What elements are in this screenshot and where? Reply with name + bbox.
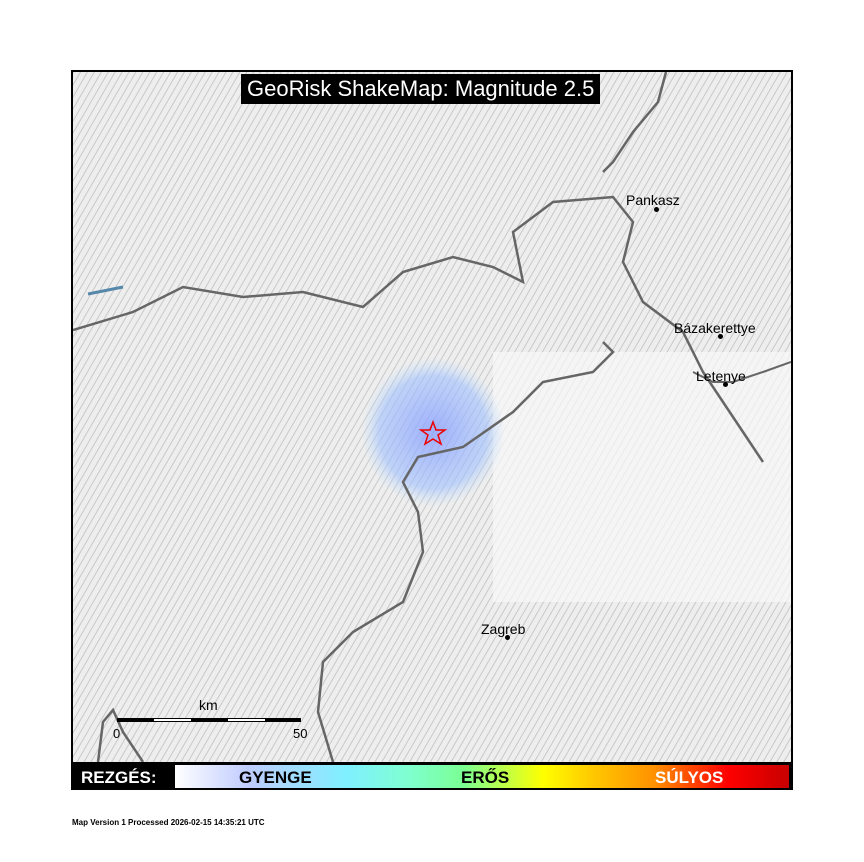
- shakemap: GeoRisk ShakeMap: Magnitude 2.5 Pankasz …: [71, 70, 793, 790]
- river-line: [316, 341, 615, 762]
- city-marker: [505, 635, 510, 640]
- footer-version: Map Version 1 Processed 2026-02-15 14:35…: [72, 818, 265, 827]
- legend-level-severe: SÚLYOS: [655, 768, 724, 787]
- city-label: Letenye: [696, 368, 746, 384]
- legend-color-bar: GYENGE ERŐS SÚLYOS: [175, 765, 789, 788]
- city-label: Pankasz: [626, 192, 680, 208]
- shaking-intensity-area: [361, 357, 505, 507]
- city-marker: [654, 207, 659, 212]
- map-title: GeoRisk ShakeMap: Magnitude 2.5: [241, 74, 601, 104]
- map-terrain: [73, 72, 791, 762]
- border-line: [73, 195, 765, 463]
- city-label: Zagreb: [481, 621, 526, 637]
- scale-start: 0: [113, 726, 121, 741]
- scale-end: 50: [293, 726, 308, 741]
- scale-unit: km: [199, 697, 218, 713]
- legend-label: REZGÉS:: [81, 768, 157, 787]
- intensity-legend: REZGÉS: GYENGE ERŐS SÚLYOS: [73, 762, 791, 788]
- legend-level-weak: GYENGE: [239, 768, 312, 787]
- star-icon: [418, 419, 448, 446]
- city-label: Bázakerettye: [674, 320, 756, 336]
- scale-bar: [117, 718, 301, 722]
- city-marker: [718, 334, 723, 339]
- legend-level-strong: ERŐS: [461, 768, 510, 787]
- city-marker: [723, 382, 728, 387]
